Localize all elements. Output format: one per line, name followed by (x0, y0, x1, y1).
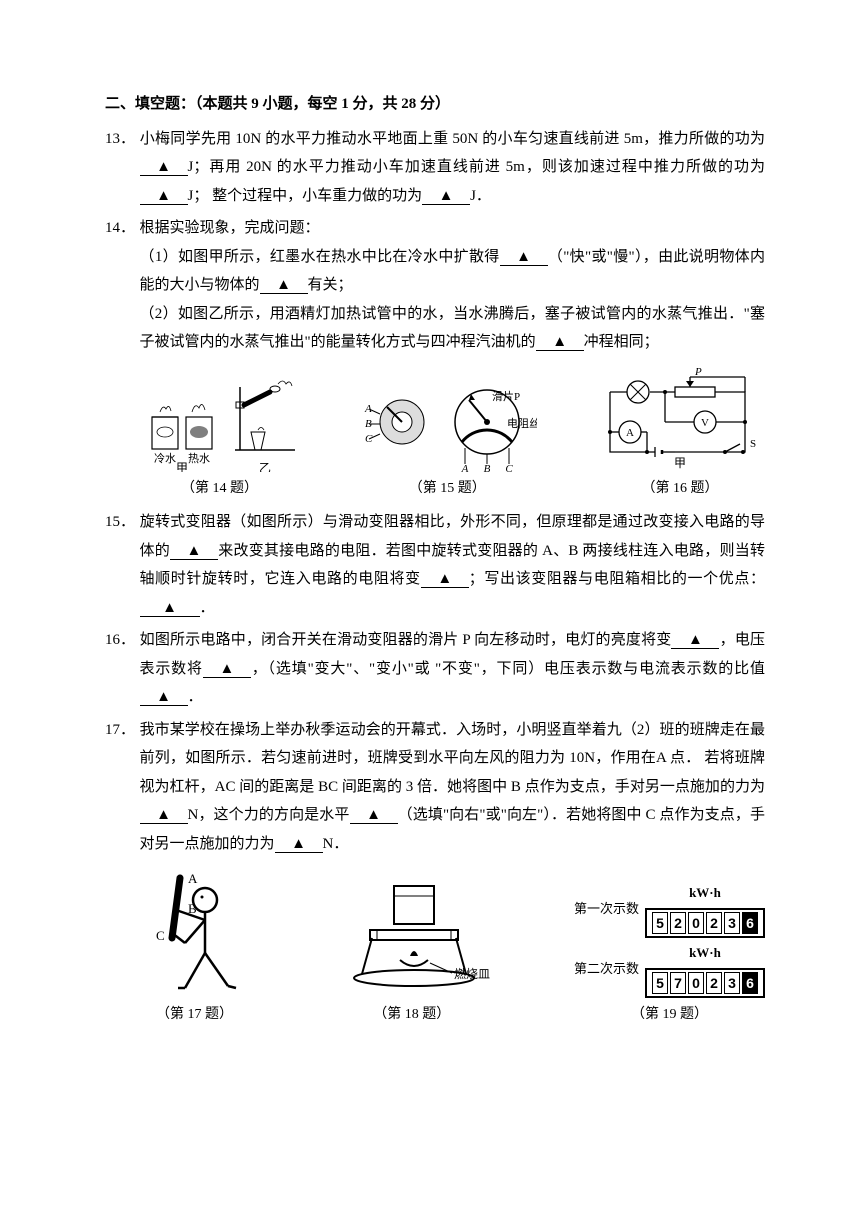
fig17-svg: A B C (140, 868, 250, 998)
q17-t0: 我市某学校在操场上举办秋季运动会的开幕式．入场时，小明竖直举着九（2）班的班牌走… (140, 722, 766, 795)
svg-text:B: B (484, 463, 491, 472)
fig16-svg: P V A (595, 367, 765, 472)
question-13: 13．小梅同学先用 10N 的水平力推动水平地面上重 50N 的小车匀速直线前进… (105, 125, 765, 211)
svg-text:C: C (506, 463, 514, 472)
meter-digit: 5 (652, 972, 668, 994)
q14-s2-0: （2）如图乙所示，用酒精灯加热试管中的水，当水沸腾后，塞子被试管内的水蒸气推出．… (140, 306, 766, 351)
figure-row-2: A B C （第 17 题） (140, 868, 766, 1029)
blank: ▲ (275, 837, 323, 853)
q13-t2: J； 整个过程中，小车重力做的功为 (188, 188, 423, 204)
meter-digit: 2 (670, 912, 686, 934)
svg-text:甲: 甲 (674, 456, 686, 470)
meter1-box: 5 2 0 2 3 6 (645, 908, 765, 938)
blank: ▲ (170, 544, 218, 560)
meter-digit: 6 (742, 972, 758, 994)
meter-digit: 7 (670, 972, 686, 994)
meter-unit: kW·h (645, 941, 765, 966)
meter-digit: 0 (688, 972, 704, 994)
meter-digit: 0 (688, 912, 704, 934)
blank: ▲ (260, 278, 308, 294)
svg-text:A: A (188, 871, 198, 886)
svg-text:冷水: 冷水 (154, 452, 176, 465)
fig14-caption: （第 14 题） (140, 476, 300, 503)
meter-digit: 5 (652, 912, 668, 934)
fig15-caption: （第 15 题） (357, 476, 537, 503)
meter2-box: 5 7 0 2 3 6 (645, 968, 765, 998)
fig15-svg: A B C 滑片P 电阻丝 A B C (357, 372, 537, 472)
svg-text:P: P (694, 367, 702, 378)
section-title: 二、填空题：（本题共 9 小题，每空 1 分，共 28 分） (105, 90, 765, 119)
svg-text:A: A (626, 427, 634, 439)
question-16: 16．如图所示电路中，闭合开关在滑动变阻器的滑片 P 向左移动时，电灯的亮度将变… (105, 626, 765, 712)
svg-text:热水: 热水 (188, 452, 210, 465)
fig14-svg: 冷水 热水 甲 乙 (140, 372, 300, 472)
blank: ▲ (671, 633, 719, 649)
q13-t3: J． (470, 188, 491, 204)
svg-text:V: V (701, 417, 709, 429)
fig18-caption: （第 18 题） (322, 1002, 502, 1029)
q15-num: 15． (105, 508, 140, 537)
q14-num: 14． (105, 214, 140, 243)
svg-text:C: C (156, 928, 165, 943)
svg-text:燃烧皿: 燃烧皿 (454, 966, 490, 981)
svg-text:电阻丝: 电阻丝 (507, 417, 537, 430)
q14-lead: 根据实验现象，完成问题： (140, 220, 320, 236)
fig18-svg: 燃烧皿 (322, 878, 502, 998)
q14-s1-0: （1）如图甲所示，红墨水在热水中比在冷水中扩散得 (140, 249, 500, 265)
fig17-caption: （第 17 题） (140, 1002, 250, 1029)
q15-t2: ；写出该变阻器与电阻箱相比的一个优点： (469, 571, 765, 587)
svg-text:滑片P: 滑片P (492, 390, 520, 403)
svg-text:A: A (461, 463, 469, 472)
blank: ▲ (203, 662, 251, 678)
q13-t1: J；再用 20N 的水平力推动小车加速直线前进 5m，则该加速过程中推力所做的功… (188, 159, 766, 175)
fig-16: P V A (595, 367, 765, 503)
meter-unit: kW·h (645, 881, 765, 906)
blank: ▲ (140, 690, 188, 706)
q17-t1: N，这个力的方向是水平 (188, 807, 350, 823)
fig-19: 第一次示数 kW·h 5 2 0 2 3 6 第二次示数 (574, 878, 765, 1029)
fig16-caption: （第 16 题） (595, 476, 765, 503)
fig-18: 燃烧皿 （第 18 题） (322, 878, 502, 1029)
meter-digit: 3 (724, 972, 740, 994)
svg-text:甲: 甲 (175, 461, 187, 472)
q16-t3: ． (188, 689, 203, 705)
blank: ▲ (422, 189, 470, 205)
blank: ▲ (140, 808, 188, 824)
fig-15: A B C 滑片P 电阻丝 A B C （第 (357, 372, 537, 503)
blank: ▲ (350, 808, 398, 824)
q13-num: 13． (105, 125, 140, 154)
blank: ▲ (421, 572, 469, 588)
q16-num: 16． (105, 626, 140, 655)
q15-t3: ． (200, 600, 215, 616)
fig19-caption: （第 19 题） (574, 1002, 765, 1029)
svg-text:乙: 乙 (258, 461, 270, 472)
fig-17: A B C （第 17 题） (140, 868, 250, 1029)
svg-text:S: S (750, 438, 756, 450)
q17-t3: N． (323, 836, 349, 852)
q14-s2-1: 冲程相同； (584, 334, 659, 350)
blank: ▲ (500, 250, 548, 266)
question-14: 14．根据实验现象，完成问题： （1）如图甲所示，红墨水在热水中比在冷水中扩散得… (105, 214, 765, 502)
meter-digit: 3 (724, 912, 740, 934)
q16-t2: ，（选填"变大"、"变小"或 "不变"，下同）电压表示数与电流表示数的比值 (251, 661, 765, 677)
meter-digit: 2 (706, 912, 722, 934)
meter2-label: 第二次示数 (574, 957, 639, 982)
blank: ▲ (536, 335, 584, 351)
blank: ▲ (140, 160, 188, 176)
q17-num: 17． (105, 716, 140, 745)
question-17: 17．我市某学校在操场上举办秋季运动会的开幕式．入场时，小明竖直举着九（2）班的… (105, 716, 765, 1029)
meter-digit: 2 (706, 972, 722, 994)
meter1-label: 第一次示数 (574, 897, 639, 922)
q16-t0: 如图所示电路中，闭合开关在滑动变阻器的滑片 P 向左移动时，电灯的亮度将变 (140, 632, 672, 648)
svg-text:A: A (364, 403, 372, 415)
figure-row-1: 冷水 热水 甲 乙 （第 14 题） A (140, 367, 766, 503)
meter-digit: 6 (742, 912, 758, 934)
question-15: 15．旋转式变阻器（如图所示）与滑动变阻器相比，外形不同，但原理都是通过改变接入… (105, 508, 765, 622)
q14-s1-2: 有关； (308, 277, 353, 293)
blank: ▲ (140, 601, 200, 617)
fig-14: 冷水 热水 甲 乙 （第 14 题） (140, 372, 300, 503)
blank: ▲ (140, 189, 188, 205)
q13-t0: 小梅同学先用 10N 的水平力推动水平地面上重 50N 的小车匀速直线前进 5m… (140, 131, 766, 147)
